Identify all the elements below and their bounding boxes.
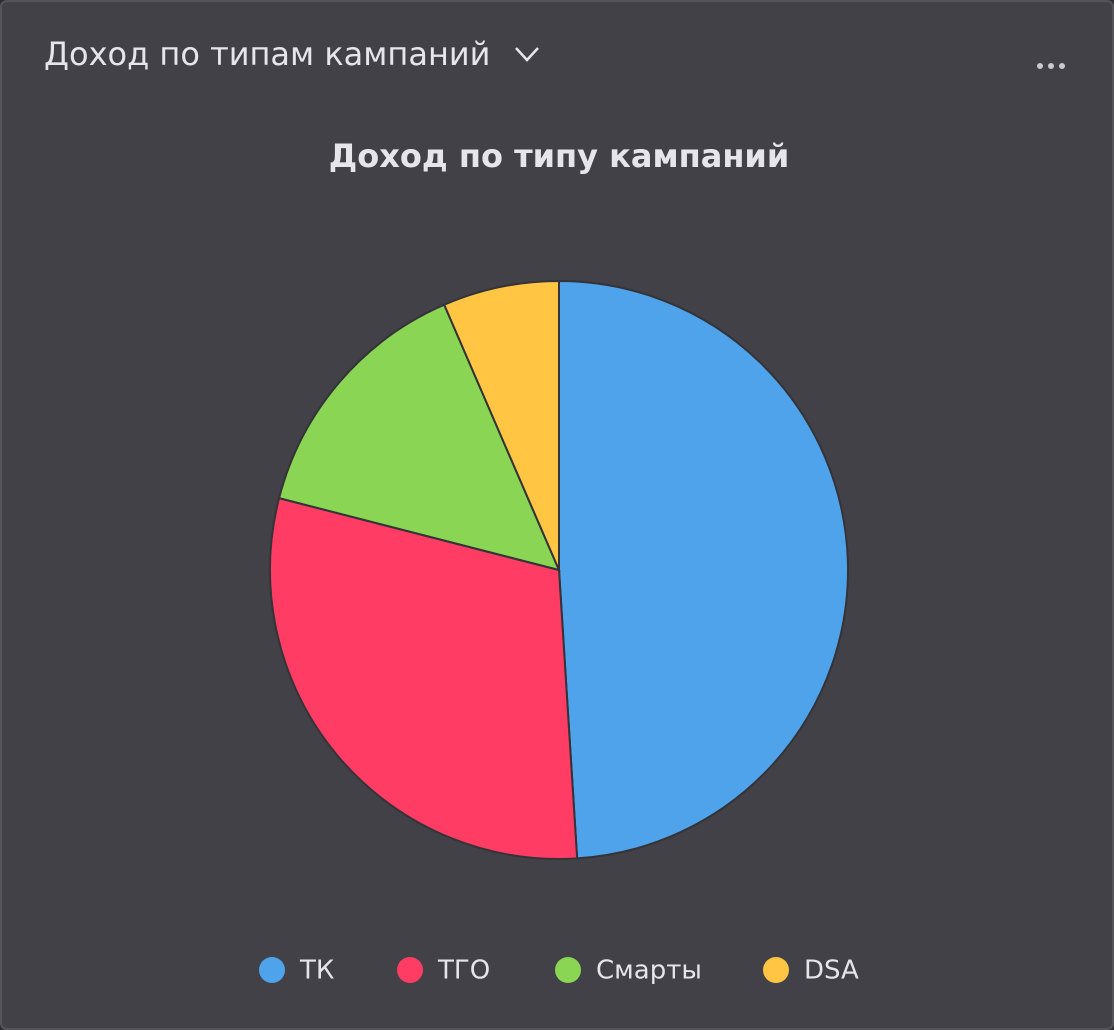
legend-swatch (763, 957, 789, 983)
pie-slice (269, 496, 579, 860)
pie-slice (442, 279, 560, 571)
pie-slice (277, 303, 561, 572)
widget-title: Доход по типам кампаний (44, 35, 490, 73)
dropdown-chevron[interactable] (515, 47, 539, 62)
more-menu[interactable] (1037, 63, 1065, 69)
legend-label: DSA (804, 956, 859, 986)
legend-swatch (259, 957, 285, 983)
pie-slice (558, 279, 849, 860)
legend-label: Смарты (596, 956, 702, 986)
legend-swatch (397, 957, 423, 983)
chart-title: Доход по типу кампаний (329, 137, 790, 175)
legend-label: ТГО (437, 956, 490, 986)
legend-label: ТК (299, 956, 334, 986)
legend-swatch (555, 957, 581, 983)
